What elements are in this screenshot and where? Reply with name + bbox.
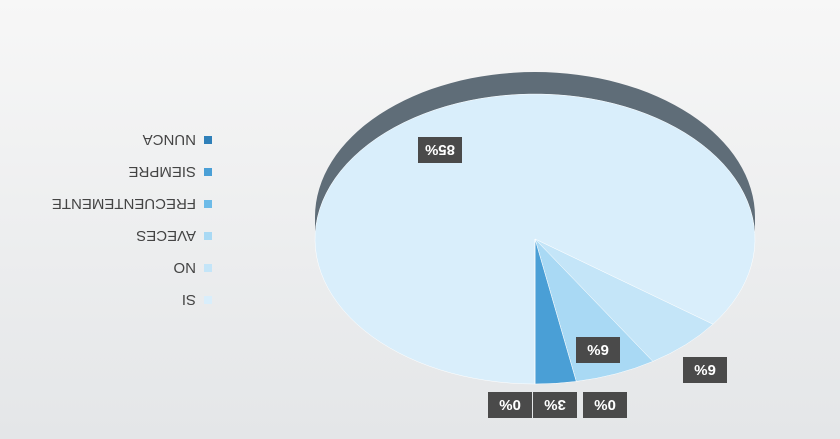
- rotated-chart: 85% 6% 6% 0% 3% 0% SI NO AVECES FRECUENTEMENTE SIE…: [52, 72, 756, 418]
- data-label-box: [488, 392, 532, 418]
- data-label-text: 85%: [425, 141, 455, 158]
- data-label: 6%: [576, 337, 620, 363]
- data-label-box: [576, 337, 620, 363]
- legend-swatch: [204, 168, 212, 176]
- data-label: 0%: [488, 392, 532, 418]
- data-label: 3%: [533, 392, 577, 418]
- data-label-box: [583, 392, 627, 418]
- data-label-text: 3%: [544, 396, 566, 413]
- legend-swatch: [204, 296, 212, 304]
- legend-swatch: [204, 200, 212, 208]
- legend-label: SIEMPRE: [128, 163, 196, 180]
- legend-label: FRECUENTEMENTE: [52, 195, 196, 212]
- data-label: 6%: [683, 357, 727, 383]
- data-label-box: [683, 357, 727, 383]
- data-label-text: 6%: [587, 341, 609, 358]
- legend-swatch: [204, 232, 212, 240]
- data-label-box: [533, 392, 577, 418]
- legend-label: NO: [174, 259, 197, 276]
- legend-swatch: [204, 136, 212, 144]
- legend-swatch: [204, 264, 212, 272]
- legend-label: NUNCA: [143, 131, 196, 148]
- legend-label: AVECES: [136, 227, 196, 244]
- data-label-text: 0%: [499, 396, 521, 413]
- data-label-text: 6%: [694, 361, 716, 378]
- data-label: 85%: [418, 137, 462, 163]
- legend-label: SI: [182, 291, 196, 308]
- data-label-text: 0%: [594, 396, 616, 413]
- data-label: 0%: [583, 392, 627, 418]
- data-label-box: [418, 137, 462, 163]
